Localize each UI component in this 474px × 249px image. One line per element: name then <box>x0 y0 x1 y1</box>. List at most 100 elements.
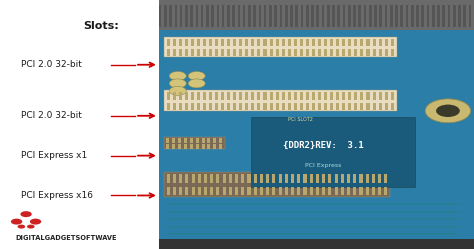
Bar <box>266 187 269 195</box>
Bar <box>215 103 218 110</box>
Bar <box>233 39 236 46</box>
Bar <box>217 187 219 195</box>
Bar <box>184 138 187 142</box>
Bar <box>203 92 206 100</box>
Bar <box>270 103 273 110</box>
Bar <box>179 174 182 183</box>
Bar <box>355 39 357 46</box>
Bar <box>390 5 392 27</box>
Bar <box>185 92 188 100</box>
Bar <box>248 5 251 27</box>
Bar <box>275 92 279 100</box>
Bar <box>384 187 387 195</box>
Bar <box>166 144 169 149</box>
Text: PCI Express x16: PCI Express x16 <box>21 191 93 200</box>
Bar <box>229 174 232 183</box>
Bar <box>303 174 307 183</box>
Bar <box>257 92 261 100</box>
Bar <box>360 103 364 110</box>
Bar <box>373 92 375 100</box>
Bar <box>360 39 364 46</box>
Bar <box>221 92 224 100</box>
Bar <box>223 187 226 195</box>
Bar <box>385 39 388 46</box>
Bar <box>297 174 301 183</box>
Bar <box>254 174 257 183</box>
Bar <box>251 117 415 187</box>
Bar <box>353 174 356 183</box>
Bar <box>179 39 182 46</box>
Bar <box>322 174 325 183</box>
Bar <box>365 174 369 183</box>
Bar <box>427 5 429 27</box>
Circle shape <box>30 219 41 225</box>
Bar <box>223 174 226 183</box>
Bar <box>246 49 248 56</box>
Bar <box>379 49 382 56</box>
Bar <box>335 187 337 195</box>
Bar <box>275 49 279 56</box>
Bar <box>246 39 248 46</box>
Bar <box>373 49 375 56</box>
Bar <box>395 5 398 27</box>
Bar <box>273 187 275 195</box>
Bar <box>197 49 200 56</box>
Bar <box>270 39 273 46</box>
Bar <box>318 103 321 110</box>
Bar <box>191 187 195 195</box>
Bar <box>270 92 273 100</box>
Bar <box>233 92 236 100</box>
Bar <box>330 39 333 46</box>
Bar <box>300 49 303 56</box>
Bar <box>348 103 351 110</box>
Bar <box>179 187 182 195</box>
Bar <box>306 49 309 56</box>
Bar <box>219 138 222 142</box>
Bar <box>209 92 212 100</box>
Bar <box>335 174 337 183</box>
Bar <box>208 138 210 142</box>
Bar <box>190 138 193 142</box>
Bar <box>197 92 200 100</box>
Bar <box>391 39 394 46</box>
Bar <box>164 90 397 111</box>
Bar <box>173 39 176 46</box>
Circle shape <box>27 225 35 229</box>
Bar <box>341 187 344 195</box>
Text: PCI SLOT2: PCI SLOT2 <box>288 117 313 122</box>
Bar <box>185 174 188 183</box>
Bar <box>348 49 351 56</box>
Bar <box>201 144 204 149</box>
Bar <box>348 5 351 27</box>
Bar <box>251 92 255 100</box>
Bar <box>178 144 181 149</box>
Bar <box>285 5 288 27</box>
Bar <box>196 138 199 142</box>
Bar <box>221 39 224 46</box>
Bar <box>359 187 363 195</box>
Bar <box>239 49 242 56</box>
Bar <box>458 5 461 27</box>
Circle shape <box>169 79 186 88</box>
Bar <box>311 5 314 27</box>
Bar <box>198 187 201 195</box>
Bar <box>203 39 206 46</box>
Bar <box>355 103 357 110</box>
Bar <box>166 103 170 110</box>
Bar <box>342 92 345 100</box>
Bar <box>173 103 176 110</box>
Bar <box>369 5 372 27</box>
Bar <box>373 103 375 110</box>
Text: DIGITALGADGETSOFTWAVE: DIGITALGADGETSOFTWAVE <box>16 235 117 241</box>
Bar <box>324 49 327 56</box>
Bar <box>167 174 170 183</box>
Circle shape <box>169 71 186 80</box>
Bar <box>227 5 230 27</box>
Bar <box>384 174 387 183</box>
Bar <box>300 92 303 100</box>
Bar <box>432 5 435 27</box>
Bar <box>227 49 230 56</box>
Bar <box>274 5 277 27</box>
Bar <box>317 5 319 27</box>
Bar <box>260 174 263 183</box>
